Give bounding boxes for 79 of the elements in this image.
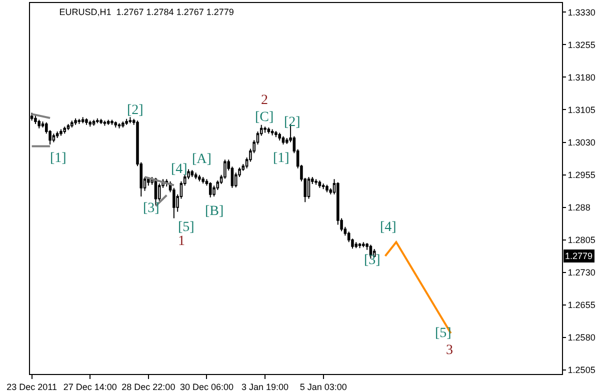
annotation: [5] bbox=[178, 220, 194, 235]
x-tick-label: 3 Jan 19:00 bbox=[242, 382, 289, 392]
candlestick bbox=[52, 133, 56, 143]
candlestick bbox=[100, 118, 102, 125]
candlestick bbox=[106, 119, 110, 126]
candlestick bbox=[122, 120, 124, 128]
annotation: 1 bbox=[178, 234, 185, 249]
annotation: [A] bbox=[192, 152, 212, 167]
candlestick bbox=[322, 183, 325, 190]
candlestick bbox=[56, 130, 59, 138]
y-tick-label: 1.2730 bbox=[568, 268, 596, 278]
candlestick bbox=[318, 180, 322, 188]
annotation: [4] bbox=[380, 220, 396, 235]
candlestick bbox=[88, 120, 92, 128]
annotation: [C] bbox=[255, 110, 274, 125]
annotation: [B] bbox=[205, 204, 224, 219]
y-tick-label: 1.3180 bbox=[568, 72, 596, 82]
candlestick bbox=[70, 120, 74, 128]
candlestick bbox=[270, 128, 274, 136]
x-tick-label: 27 Dec 14:00 bbox=[63, 382, 117, 392]
candlestick bbox=[354, 242, 358, 249]
candlestick bbox=[96, 118, 99, 124]
chart-title: EURUSD,H1 1.2767 1.2784 1.2767 1.2779 bbox=[59, 6, 234, 17]
y-tick-label: 1.288 bbox=[568, 202, 590, 213]
y-tick-label: 1.2955 bbox=[568, 170, 596, 180]
candlestick bbox=[38, 119, 40, 129]
candlestick bbox=[267, 127, 270, 134]
y-tick-label: 1.2505 bbox=[568, 365, 596, 376]
candlestick bbox=[92, 119, 96, 126]
candlestick bbox=[34, 114, 37, 125]
annotation: [2] bbox=[127, 103, 144, 118]
x-tick-label: 5 Jan 03:00 bbox=[300, 382, 347, 392]
candlestick bbox=[63, 126, 66, 134]
candlestick bbox=[110, 119, 114, 126]
annotation: 3 bbox=[446, 343, 453, 358]
candlestick bbox=[362, 242, 365, 248]
candlestick bbox=[60, 128, 62, 136]
candlestick bbox=[307, 176, 310, 200]
annotation: [3] bbox=[364, 253, 380, 268]
candlestick bbox=[274, 130, 278, 138]
y-tick-label: 1.2580 bbox=[568, 332, 596, 343]
y-tick-label: 1.3105 bbox=[568, 104, 596, 115]
candlestick bbox=[118, 122, 121, 129]
candlestick bbox=[81, 116, 84, 124]
y-tick-label: 1.3330 bbox=[568, 7, 596, 18]
annotation: 2 bbox=[261, 93, 268, 108]
candlestick bbox=[194, 172, 198, 180]
annotation: [4] bbox=[171, 162, 188, 177]
candlestick bbox=[208, 182, 212, 198]
annotation: [3] bbox=[143, 201, 160, 216]
x-tick-label: 23 Dec 2011 bbox=[6, 382, 58, 392]
y-tick-label: 1.2805 bbox=[568, 235, 596, 246]
candlestick bbox=[282, 136, 285, 145]
candlestick bbox=[264, 126, 266, 134]
candlestick bbox=[314, 178, 318, 186]
candlestick bbox=[114, 120, 118, 128]
candlestick bbox=[202, 176, 204, 184]
candlestick bbox=[278, 132, 281, 142]
candlestick bbox=[103, 120, 106, 126]
annotation: [1] bbox=[273, 151, 290, 166]
annotation: [2] bbox=[284, 115, 300, 130]
annotation: [1] bbox=[50, 151, 66, 166]
candlestick bbox=[85, 118, 88, 126]
candlestick bbox=[326, 184, 328, 193]
y-tick-label: 1.2655 bbox=[568, 300, 596, 310]
candlestick bbox=[66, 124, 70, 131]
x-tick-label: 28 Dec 22:00 bbox=[122, 382, 176, 392]
candlestick bbox=[125, 118, 128, 126]
y-tick-label: 1.3030 bbox=[568, 137, 596, 148]
candlestick bbox=[74, 118, 77, 126]
candlestick bbox=[78, 118, 81, 125]
y-tick-label: 1.3255 bbox=[568, 40, 596, 50]
text: 1.2779 bbox=[565, 251, 593, 261]
annotation: [5] bbox=[435, 326, 452, 341]
x-tick-label: 30 Dec 06:00 bbox=[180, 382, 234, 392]
candlestick bbox=[190, 170, 194, 178]
candlestick bbox=[128, 116, 132, 124]
candlestick bbox=[198, 174, 201, 182]
candlestick bbox=[358, 242, 362, 249]
